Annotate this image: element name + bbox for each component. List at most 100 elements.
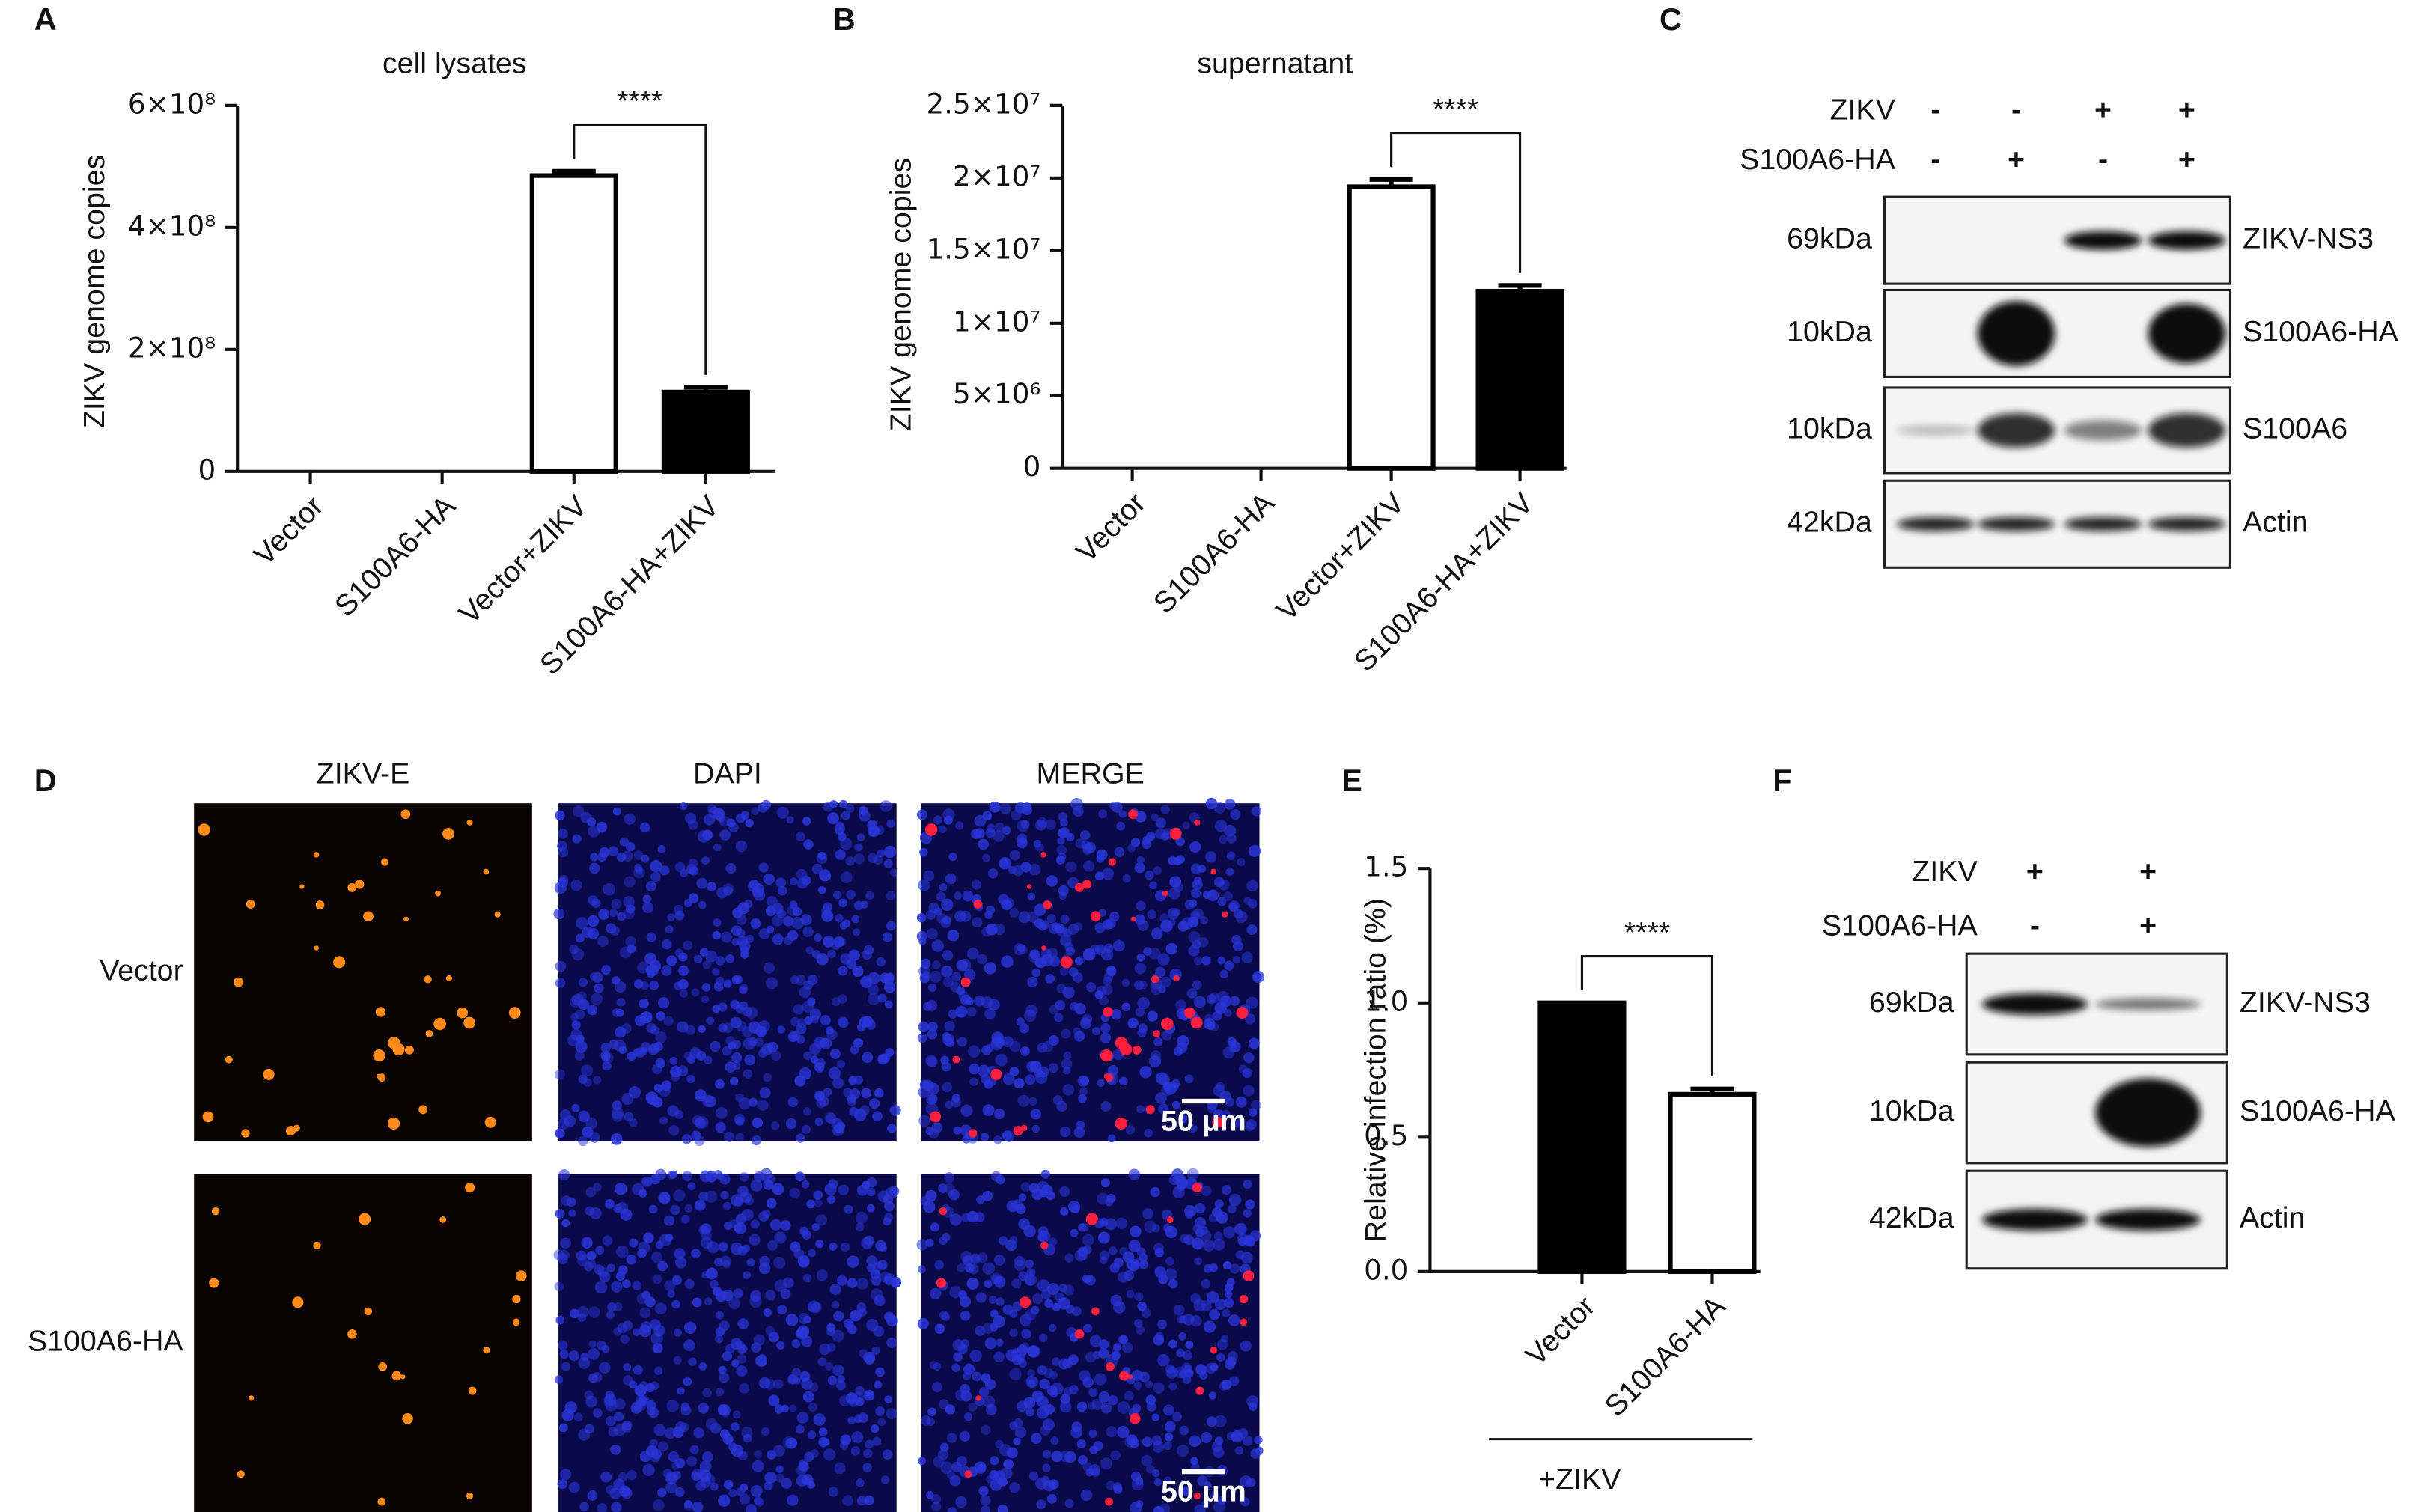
nucleus <box>1153 866 1162 875</box>
nucleus <box>674 981 683 990</box>
nucleus <box>886 921 896 931</box>
nucleus <box>1039 1378 1050 1390</box>
nucleus <box>677 1021 689 1033</box>
nucleus <box>1133 1381 1142 1390</box>
nucleus <box>943 815 953 825</box>
nucleus <box>561 1195 572 1207</box>
nucleus <box>840 871 853 883</box>
nucleus <box>589 1207 602 1219</box>
nucleus <box>704 1297 713 1305</box>
nucleus <box>692 1297 702 1308</box>
nucleus <box>810 1055 819 1064</box>
nucleus <box>1194 1504 1206 1512</box>
significance-bracket <box>1580 955 1714 1077</box>
nucleus <box>801 1180 810 1189</box>
nucleus <box>945 1404 955 1415</box>
nucleus <box>1025 1259 1034 1269</box>
nucleus <box>719 1174 731 1185</box>
nucleus <box>1107 1134 1116 1143</box>
nucleus <box>737 1451 748 1461</box>
nucleus <box>571 993 584 1006</box>
nucleus <box>1040 1289 1052 1300</box>
nucleus <box>1050 1436 1059 1445</box>
nucleus <box>767 895 778 907</box>
infected-cell <box>1212 1116 1224 1128</box>
nucleus <box>724 1479 734 1490</box>
nucleus <box>874 1295 886 1307</box>
nucleus <box>750 918 761 929</box>
band-label: S100A6-HA <box>2240 1094 2396 1127</box>
nucleus <box>942 1082 952 1093</box>
nucleus <box>614 1398 626 1410</box>
nucleus <box>649 980 659 990</box>
nucleus <box>1035 843 1044 852</box>
nucleus <box>716 887 728 899</box>
nucleus <box>1026 1061 1038 1073</box>
nucleus <box>1224 1290 1233 1299</box>
nucleus <box>569 944 579 954</box>
nucleus <box>1242 1436 1253 1446</box>
nucleus <box>605 1198 615 1209</box>
nucleus <box>1060 1207 1069 1216</box>
nucleus <box>597 852 607 862</box>
infected-cell <box>1173 975 1180 982</box>
nucleus <box>1064 1499 1074 1508</box>
nucleus <box>974 1212 985 1223</box>
nucleus <box>1131 1478 1144 1491</box>
panel-letter: F <box>1773 763 1791 798</box>
nucleus <box>1219 969 1228 979</box>
nucleus <box>884 1311 895 1322</box>
nucleus <box>884 1000 893 1009</box>
nucleus <box>838 1184 849 1195</box>
nucleus <box>1148 947 1161 960</box>
nucleus <box>570 879 582 891</box>
nucleus <box>715 955 725 966</box>
nucleus <box>853 900 864 911</box>
nucleus <box>1204 1013 1213 1022</box>
nucleus <box>715 1326 725 1337</box>
nucleus <box>956 1008 965 1018</box>
nucleus <box>941 966 953 978</box>
nucleus <box>555 1315 565 1325</box>
nucleus <box>653 1083 663 1093</box>
nucleus <box>982 1262 995 1275</box>
nucleus <box>927 983 937 993</box>
nucleus <box>838 966 848 976</box>
nucleus <box>692 1501 704 1512</box>
nucleus <box>1083 860 1095 872</box>
nucleus <box>847 1097 857 1106</box>
nucleus <box>1002 1304 1014 1315</box>
nucleus <box>889 1186 900 1196</box>
row-label: S100A6-HA <box>28 1325 184 1358</box>
infected-cell <box>1128 809 1138 820</box>
nucleus <box>865 1439 874 1449</box>
nucleus <box>615 1272 625 1281</box>
nucleus <box>591 993 603 1005</box>
nucleus <box>848 949 860 961</box>
nucleus <box>796 1023 807 1034</box>
blot-band <box>1981 993 2088 1015</box>
nucleus <box>1243 1052 1255 1064</box>
nucleus <box>655 1240 664 1249</box>
infected-cell <box>939 1207 948 1216</box>
nucleus <box>667 1105 679 1117</box>
nucleus <box>1114 847 1125 857</box>
infected-cell <box>377 1497 386 1506</box>
nucleus <box>734 975 743 984</box>
nucleus <box>1177 1035 1189 1048</box>
nucleus <box>1001 899 1012 911</box>
nucleus <box>1079 829 1091 841</box>
nucleus <box>1157 1353 1170 1367</box>
panel-letter: C <box>1660 1 1682 37</box>
nucleus <box>588 1306 600 1318</box>
nucleus <box>627 944 636 954</box>
nucleus <box>863 1351 876 1364</box>
nucleus <box>880 800 892 812</box>
nucleus <box>1028 1097 1037 1106</box>
nucleus <box>933 815 943 825</box>
nucleus <box>787 1494 799 1506</box>
nucleus <box>814 933 822 942</box>
nucleus <box>1130 838 1141 847</box>
nucleus <box>1182 1350 1193 1361</box>
nucleus <box>847 1324 857 1335</box>
